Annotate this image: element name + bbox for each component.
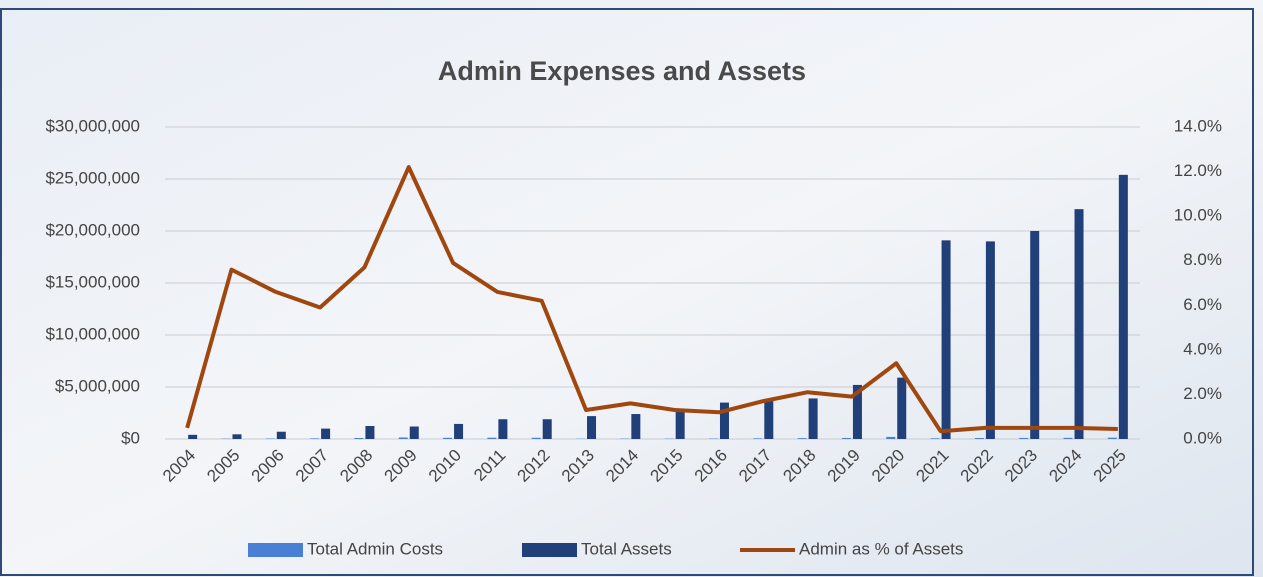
bar xyxy=(974,438,984,439)
chart-title: Admin Expenses and Assets xyxy=(438,56,806,86)
bar xyxy=(631,414,641,439)
bar xyxy=(1063,437,1073,439)
bar xyxy=(719,402,729,439)
bar xyxy=(808,398,818,439)
bar xyxy=(398,437,408,439)
line xyxy=(185,165,1118,434)
frame xyxy=(0,8,1254,576)
y2-tick-label: 8.0% xyxy=(1183,250,1222,269)
bar xyxy=(1019,437,1029,439)
bar xyxy=(232,434,242,439)
y-tick-label: $10,000,000 xyxy=(45,324,140,343)
y-tick-label: $5,000,000 xyxy=(55,376,140,395)
bar xyxy=(753,438,763,439)
y2-tick-label: 2.0% xyxy=(1183,384,1222,403)
bar xyxy=(1074,209,1084,439)
bar xyxy=(587,416,597,439)
bar xyxy=(365,426,375,439)
legend-swatch xyxy=(248,543,303,557)
y2-tick-label: 4.0% xyxy=(1183,339,1222,358)
y-tick-label: $0 xyxy=(121,428,140,447)
bar xyxy=(764,400,774,439)
bar xyxy=(454,423,464,439)
bar xyxy=(675,409,685,439)
bar xyxy=(941,240,951,439)
bar xyxy=(409,426,419,439)
bar xyxy=(985,241,995,439)
bar xyxy=(542,419,552,439)
bar xyxy=(930,438,940,439)
bar xyxy=(487,437,497,439)
bar xyxy=(310,438,320,439)
y2-tick-label: 0.0% xyxy=(1183,428,1222,447)
bar xyxy=(1118,174,1128,439)
bar xyxy=(531,437,541,439)
y2-tick-label: 14.0% xyxy=(1174,116,1222,135)
y2-tick-label: 6.0% xyxy=(1183,295,1222,314)
y2-tick-label: 12.0% xyxy=(1174,161,1222,180)
bar xyxy=(797,438,807,439)
y-tick-label: $25,000,000 xyxy=(45,168,140,187)
bar xyxy=(188,434,198,439)
legend-swatch xyxy=(522,543,577,557)
legend-label: Total Admin Costs xyxy=(307,539,443,558)
bar xyxy=(354,438,364,439)
y-tick-label: $15,000,000 xyxy=(45,272,140,291)
bar xyxy=(276,431,286,439)
y2-tick-label: 10.0% xyxy=(1174,206,1222,225)
bar xyxy=(321,428,331,439)
bar xyxy=(443,437,453,439)
legend-label: Admin as % of Assets xyxy=(799,539,963,558)
bar xyxy=(1030,231,1040,439)
y-tick-label: $30,000,000 xyxy=(45,116,140,135)
bar xyxy=(498,419,508,439)
bar xyxy=(897,377,907,439)
bar xyxy=(1107,437,1117,439)
y-tick-label: $20,000,000 xyxy=(45,220,140,239)
bar xyxy=(852,384,862,439)
legend-label: Total Assets xyxy=(581,539,672,558)
bar xyxy=(886,436,896,439)
bar xyxy=(841,437,851,439)
